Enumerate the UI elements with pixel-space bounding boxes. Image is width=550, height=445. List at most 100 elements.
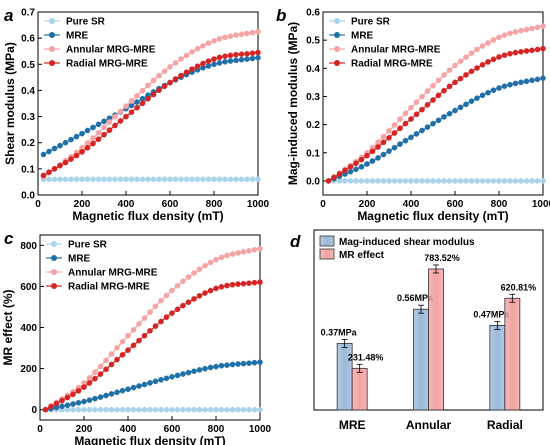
data-point xyxy=(523,26,530,33)
data-point xyxy=(42,406,49,413)
data-point xyxy=(518,27,524,34)
data-point xyxy=(529,47,535,54)
data-point xyxy=(103,357,109,364)
data-point xyxy=(158,406,164,413)
data-point xyxy=(485,89,491,96)
data-point xyxy=(189,176,195,183)
data-point xyxy=(238,31,245,38)
y-tick-label: 0.0 xyxy=(306,176,320,187)
data-point xyxy=(64,394,71,401)
data-point xyxy=(249,55,256,62)
category-label: MRE xyxy=(339,418,366,432)
data-point xyxy=(235,406,241,413)
data-point xyxy=(452,107,458,114)
x-tick-label: 400 xyxy=(120,424,137,435)
data-point xyxy=(119,406,126,413)
data-point xyxy=(205,63,212,69)
data-point xyxy=(386,148,392,154)
data-point xyxy=(435,77,442,83)
bar xyxy=(413,308,429,411)
data-point xyxy=(213,363,219,370)
data-point xyxy=(84,176,91,183)
data-point xyxy=(240,406,247,413)
data-point xyxy=(501,32,508,38)
legend-marker xyxy=(49,60,55,66)
y-tick-label: 800 xyxy=(20,241,37,252)
x-tick-label: 400 xyxy=(403,199,420,210)
data-point xyxy=(117,108,124,115)
data-point xyxy=(200,60,206,67)
data-point xyxy=(375,144,381,150)
category-label: Annular xyxy=(406,418,452,432)
data-point xyxy=(139,176,146,183)
y-tick-label: 0 xyxy=(31,405,37,416)
x-tick-label: 800 xyxy=(491,199,508,210)
data-point xyxy=(196,406,203,413)
data-point xyxy=(211,61,217,68)
y-tick-label: 0.5 xyxy=(21,60,35,71)
data-point xyxy=(518,79,524,86)
data-point xyxy=(59,403,65,410)
data-point xyxy=(485,178,491,184)
data-point xyxy=(40,151,47,158)
data-point xyxy=(257,406,263,413)
data-point xyxy=(397,125,403,132)
data-point xyxy=(364,161,370,167)
data-point xyxy=(117,176,124,183)
data-point xyxy=(202,406,208,413)
data-point xyxy=(540,45,546,52)
data-point xyxy=(150,91,157,98)
bar xyxy=(504,297,521,411)
data-point xyxy=(62,159,69,166)
data-point xyxy=(81,384,87,390)
data-point xyxy=(139,87,146,94)
data-point xyxy=(191,406,197,413)
data-point xyxy=(479,62,486,68)
data-point xyxy=(191,270,197,276)
data-point xyxy=(474,65,480,71)
data-point xyxy=(419,127,425,134)
data-point xyxy=(128,98,135,104)
data-point xyxy=(380,178,387,184)
data-point xyxy=(391,122,398,128)
data-point xyxy=(57,142,63,149)
legend-swatch xyxy=(319,248,335,260)
data-point xyxy=(435,178,442,184)
data-point xyxy=(112,176,118,183)
x-tick-label: 1000 xyxy=(532,199,550,210)
bar-data-label: 0.47MPa xyxy=(473,309,510,319)
data-point xyxy=(507,178,513,184)
data-point xyxy=(191,296,197,302)
y-tick-label: 0.4 xyxy=(306,64,320,75)
data-point xyxy=(229,361,236,368)
series-line xyxy=(328,77,544,182)
bar-data-label: 231.48% xyxy=(348,352,384,362)
data-point xyxy=(103,392,109,399)
y-axis-title: Shear modulus (MPa) xyxy=(3,42,17,165)
data-point xyxy=(380,151,387,158)
data-point xyxy=(375,155,381,161)
panel-letter: d xyxy=(290,232,301,251)
data-point xyxy=(101,124,107,131)
data-point xyxy=(95,121,102,128)
bar-data-label: 0.56MPa xyxy=(397,293,434,303)
data-point xyxy=(86,406,93,413)
data-point xyxy=(227,58,234,64)
data-point xyxy=(534,46,541,53)
data-point xyxy=(178,72,184,79)
data-point xyxy=(441,87,447,94)
plot-frame xyxy=(322,11,544,196)
data-point xyxy=(216,176,223,183)
data-point xyxy=(84,140,91,146)
data-point xyxy=(534,24,541,31)
data-point xyxy=(255,49,261,56)
data-point xyxy=(244,56,250,62)
data-point xyxy=(540,178,546,184)
category-label: Radial xyxy=(487,418,523,432)
data-point xyxy=(474,46,480,53)
x-tick-label: 1000 xyxy=(249,424,272,435)
data-point xyxy=(136,321,142,327)
legend-marker xyxy=(51,269,57,275)
data-point xyxy=(185,406,192,413)
data-point xyxy=(251,359,258,366)
